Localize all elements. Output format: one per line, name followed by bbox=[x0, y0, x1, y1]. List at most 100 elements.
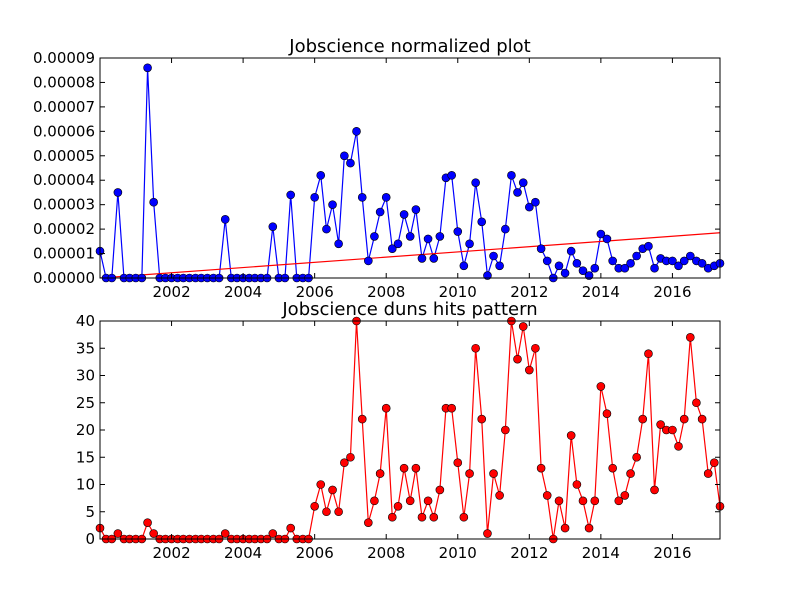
data-point bbox=[513, 354, 522, 364]
data-point bbox=[411, 205, 421, 214]
x-tick-label: 2016 bbox=[653, 283, 691, 301]
data-point bbox=[435, 232, 445, 241]
data-point bbox=[703, 469, 713, 478]
data-point bbox=[346, 452, 355, 462]
y-tick-label: 20 bbox=[76, 421, 95, 439]
data-point bbox=[220, 529, 230, 538]
data-point bbox=[674, 261, 683, 271]
data-point bbox=[364, 518, 373, 527]
chart-title: Jobscience duns hits pattern bbox=[281, 299, 537, 320]
data-point bbox=[697, 414, 707, 424]
data-point bbox=[346, 158, 355, 168]
data-point bbox=[423, 496, 433, 506]
data-point bbox=[447, 403, 456, 413]
data-point bbox=[542, 491, 552, 500]
data-point bbox=[405, 232, 415, 241]
data-point bbox=[590, 263, 600, 273]
data-point bbox=[471, 178, 480, 187]
data-point bbox=[435, 485, 445, 495]
data-point bbox=[459, 261, 469, 271]
data-point bbox=[399, 210, 409, 219]
y-tick-label: 0 bbox=[85, 530, 95, 548]
y-tick-label: 25 bbox=[76, 394, 95, 412]
data-point bbox=[590, 496, 600, 506]
data-point bbox=[417, 512, 427, 522]
data-point bbox=[489, 251, 498, 261]
data-point bbox=[650, 263, 659, 273]
x-tick-label: 2010 bbox=[439, 544, 477, 562]
data-point bbox=[477, 217, 487, 227]
y-tick-label: 0.00009 bbox=[33, 49, 95, 67]
data-point bbox=[686, 333, 695, 342]
data-point bbox=[381, 403, 391, 413]
y-tick-label: 0.00000 bbox=[33, 269, 95, 287]
x-tick-label: 2012 bbox=[510, 544, 548, 562]
data-point bbox=[387, 512, 397, 522]
data-point bbox=[709, 458, 719, 468]
data-point bbox=[501, 425, 510, 435]
data-point bbox=[364, 256, 373, 266]
data-point bbox=[316, 171, 326, 180]
y-tick-label: 10 bbox=[76, 476, 95, 494]
data-point bbox=[143, 518, 152, 527]
data-point bbox=[679, 256, 689, 266]
data-point bbox=[453, 227, 463, 236]
data-point bbox=[483, 529, 492, 538]
y-tick-label: 0.00001 bbox=[33, 245, 95, 263]
data-point bbox=[340, 458, 349, 468]
data-point bbox=[220, 215, 230, 224]
data-point bbox=[375, 207, 385, 217]
x-tick-label: 2004 bbox=[224, 283, 262, 301]
x-tick-label: 2014 bbox=[582, 283, 620, 301]
y-tick-label: 0.00004 bbox=[33, 171, 95, 189]
x-tick-label: 2010 bbox=[439, 283, 477, 301]
data-point bbox=[465, 469, 474, 478]
data-point bbox=[370, 496, 379, 506]
y-tick-label: 0.00005 bbox=[33, 147, 95, 165]
data-point bbox=[447, 171, 456, 180]
data-point bbox=[381, 193, 391, 202]
data-point bbox=[495, 491, 504, 500]
data-point bbox=[328, 485, 337, 495]
x-tick-label: 2002 bbox=[152, 544, 190, 562]
data-point bbox=[399, 463, 409, 473]
data-point bbox=[572, 480, 582, 489]
data-point bbox=[584, 523, 594, 533]
y-tick-label: 15 bbox=[76, 448, 95, 466]
data-point bbox=[566, 431, 576, 440]
data-point bbox=[286, 190, 295, 200]
data-point bbox=[626, 469, 635, 478]
data-point bbox=[149, 529, 158, 538]
data-point bbox=[286, 523, 295, 533]
data-point bbox=[310, 193, 319, 202]
y-tick-label: 0.00002 bbox=[33, 220, 95, 238]
data-point bbox=[596, 229, 606, 239]
data-point bbox=[393, 501, 403, 511]
data-point bbox=[644, 349, 653, 359]
data-point bbox=[518, 178, 528, 187]
axes-frame bbox=[99, 57, 721, 279]
data-point bbox=[518, 322, 528, 331]
trend-line bbox=[100, 232, 720, 278]
data-point bbox=[334, 507, 343, 517]
data-point bbox=[507, 171, 516, 180]
data-point bbox=[375, 469, 385, 478]
data-point bbox=[316, 480, 326, 489]
data-point bbox=[268, 222, 278, 231]
data-point bbox=[525, 365, 534, 375]
data-point bbox=[626, 259, 635, 268]
data-point bbox=[620, 491, 630, 500]
data-point bbox=[334, 239, 343, 249]
y-tick-label: 35 bbox=[76, 339, 95, 357]
data-point bbox=[429, 512, 439, 522]
data-point bbox=[674, 442, 683, 451]
x-tick-label: 2002 bbox=[152, 283, 190, 301]
y-tick-label: 40 bbox=[76, 312, 95, 330]
data-point bbox=[149, 197, 158, 207]
x-tick-label: 2006 bbox=[296, 544, 334, 562]
data-point bbox=[513, 188, 522, 197]
data-point bbox=[417, 254, 427, 263]
data-point bbox=[536, 244, 546, 253]
x-tick-label: 2004 bbox=[224, 544, 262, 562]
